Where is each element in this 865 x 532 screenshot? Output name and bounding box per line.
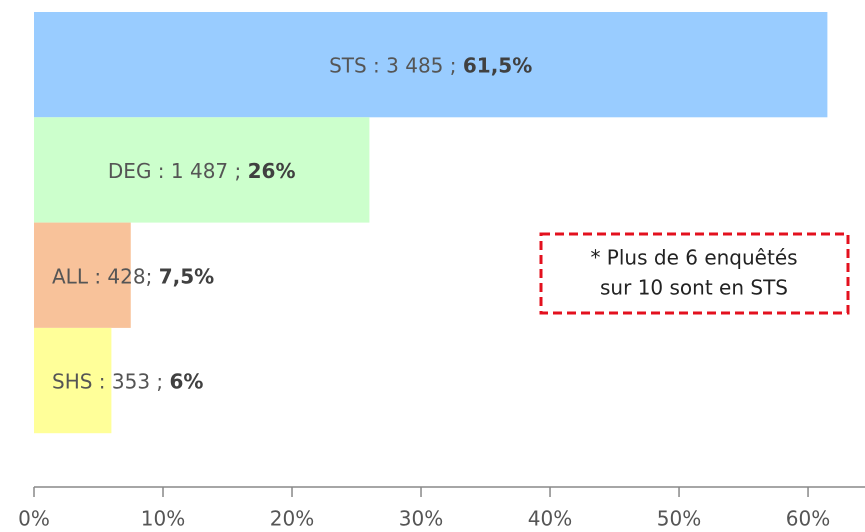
x-tick-label: 50% bbox=[657, 507, 701, 531]
x-tick-label: 60% bbox=[786, 507, 830, 531]
x-tick-label: 10% bbox=[141, 507, 185, 531]
value-label: 26% bbox=[248, 158, 296, 182]
value-label: 6% bbox=[170, 369, 204, 393]
bar-label: DEG : 1 487 ; 26% bbox=[108, 158, 296, 182]
bar-label-text: DEG : 1 487 ; bbox=[108, 158, 248, 182]
bar-label: STS : 3 485 ; 61,5% bbox=[329, 53, 532, 77]
x-tick-label: 30% bbox=[399, 507, 443, 531]
bar-label-text: STS : 3 485 ; bbox=[329, 53, 463, 77]
bar bbox=[34, 12, 828, 118]
bar bbox=[34, 117, 370, 223]
bar bbox=[34, 222, 131, 328]
annotation-line: sur 10 sont en STS bbox=[600, 276, 788, 300]
value-label: 7,5% bbox=[159, 264, 214, 288]
annotation-line: * Plus de 6 enquêtés bbox=[590, 246, 797, 270]
x-tick-label: 20% bbox=[270, 507, 314, 531]
x-tick-label: 40% bbox=[528, 507, 572, 531]
bar-label-text: SHS : 353 ; bbox=[52, 369, 170, 393]
value-label: 61,5% bbox=[463, 53, 532, 77]
x-tick-label: 0% bbox=[18, 507, 50, 531]
bar-label: SHS : 353 ; 6% bbox=[52, 369, 203, 393]
annotation-box bbox=[539, 232, 850, 315]
bar-label: ALL : 428; 7,5% bbox=[52, 264, 214, 288]
bar bbox=[34, 327, 112, 434]
bar-label-text: ALL : 428; bbox=[52, 264, 159, 288]
